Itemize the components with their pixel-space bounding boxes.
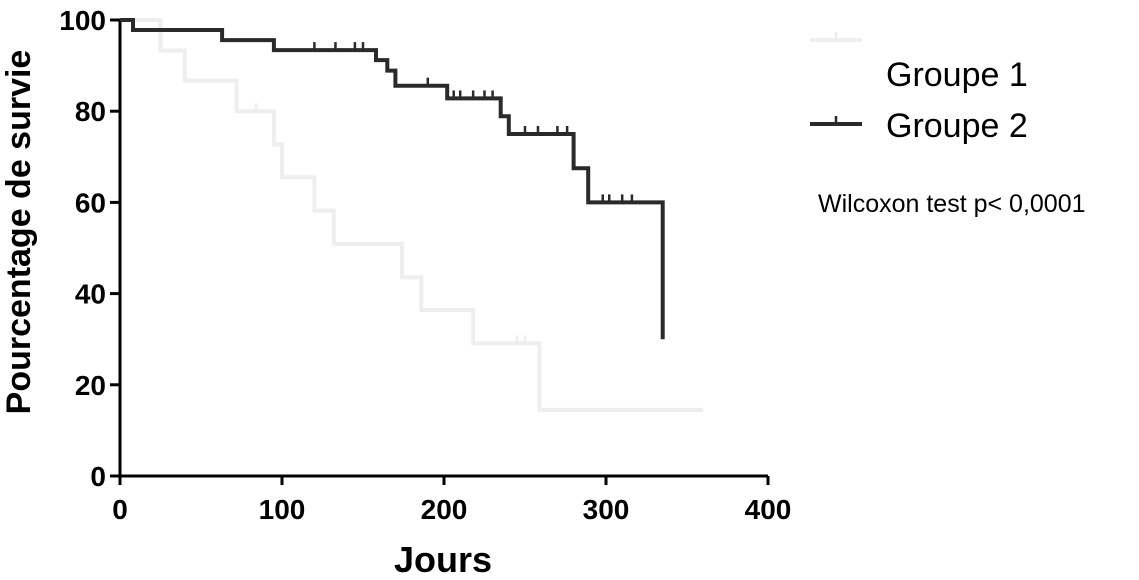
survival-curve-group-1 xyxy=(120,18,704,412)
y-tick-label: 60 xyxy=(75,187,106,218)
x-tick-label: 200 xyxy=(421,494,468,525)
x-tick-label: 0 xyxy=(112,494,128,525)
y-tick-label: 20 xyxy=(75,370,106,401)
y-tick-label: 0 xyxy=(90,461,106,492)
x-ticks: 0 100 200 300 400 xyxy=(112,476,791,525)
x-tick-label: 300 xyxy=(583,494,630,525)
legend-label-group-1: Groupe 1 xyxy=(886,56,1028,94)
legend-label-group-2: Groupe 2 xyxy=(886,107,1028,145)
x-axis-label: Jours xyxy=(394,539,492,580)
y-tick-label: 40 xyxy=(75,279,106,310)
legend: Groupe 1 Groupe 2 xyxy=(810,32,1028,145)
x-tick-label: 400 xyxy=(745,494,792,525)
survival-curve-group-2 xyxy=(120,18,665,340)
statistical-test-annotation: Wilcoxon test p< 0,0001 xyxy=(818,190,1086,218)
y-axis-label: Pourcentage de survie xyxy=(0,50,38,415)
series-layer xyxy=(120,18,704,412)
y-tick-label: 100 xyxy=(59,5,106,36)
x-tick-label: 100 xyxy=(259,494,306,525)
y-tick-label: 80 xyxy=(75,96,106,127)
axes xyxy=(118,20,768,478)
y-ticks: 0 20 40 60 80 100 xyxy=(59,5,120,492)
